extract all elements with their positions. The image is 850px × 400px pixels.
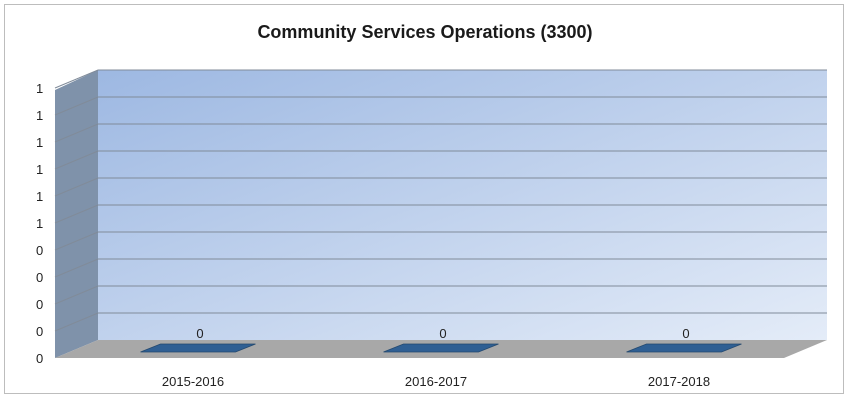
y-tick-label: 1: [36, 135, 43, 150]
y-tick-label: 1: [36, 162, 43, 177]
bar: [626, 343, 742, 353]
gridline: [54, 204, 827, 224]
gridline: [54, 69, 827, 89]
gridline: [54, 285, 827, 305]
y-tick-label: 1: [36, 81, 43, 96]
x-tick-label: 2016-2017: [405, 374, 467, 389]
bar: [383, 343, 499, 353]
gridline: [54, 150, 827, 170]
x-tick-label: 2017-2018: [648, 374, 710, 389]
y-tick-label: 1: [36, 108, 43, 123]
x-tick-label: 2015-2016: [162, 374, 224, 389]
y-tick-label: 1: [36, 216, 43, 231]
chart-title: Community Services Operations (3300): [257, 22, 593, 42]
y-tick-label: 1: [36, 189, 43, 204]
data-label: 0: [682, 326, 689, 341]
gridline: [54, 231, 827, 251]
bar: [140, 343, 256, 353]
gridline: [54, 177, 827, 197]
gridline: [54, 123, 827, 143]
data-label: 0: [196, 326, 203, 341]
data-label: 0: [439, 326, 446, 341]
gridline: [54, 96, 827, 116]
gridline: [54, 258, 827, 278]
y-tick-label: 0: [36, 351, 43, 366]
y-tick-label: 0: [36, 297, 43, 312]
y-tick-label: 0: [36, 243, 43, 258]
y-tick-label: 0: [36, 324, 43, 339]
gridline: [54, 312, 827, 332]
y-tick-label: 0: [36, 270, 43, 285]
